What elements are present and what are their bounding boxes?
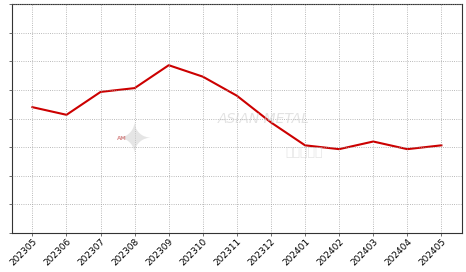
- Text: ASIAN METAL: ASIAN METAL: [218, 112, 310, 126]
- Text: ✦: ✦: [116, 120, 151, 162]
- Text: AM: AM: [117, 135, 127, 141]
- Text: 亚洲金属网: 亚洲金属网: [286, 146, 323, 159]
